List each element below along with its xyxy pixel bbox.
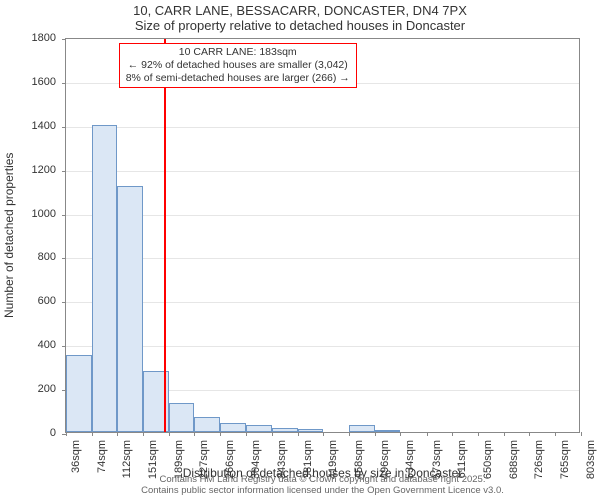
y-axis-label: Number of detached properties: [0, 38, 18, 433]
y-tick-label: 1000: [32, 208, 56, 220]
y-tick-label: 1400: [32, 120, 56, 132]
histogram-bar: [117, 186, 143, 432]
attribution-line2: Contains public sector information licen…: [141, 485, 504, 496]
histogram-bar: [375, 430, 401, 432]
page-subtitle: Size of property relative to detached ho…: [0, 19, 600, 34]
annotation-line1: 10 CARR LANE: 183sqm: [126, 46, 350, 59]
y-tick-label: 600: [38, 295, 56, 307]
attribution: Contains HM Land Registry data © Crown c…: [65, 475, 580, 496]
histogram-chart: 02004006008001000120014001600180036sqm74…: [65, 38, 580, 433]
page-title: 10, CARR LANE, BESSACARR, DONCASTER, DN4…: [0, 0, 600, 19]
histogram-bar: [298, 429, 324, 432]
y-tick-label: 1200: [32, 164, 56, 176]
x-tick-label: 803sqm: [585, 440, 597, 479]
y-tick-label: 1600: [32, 76, 56, 88]
y-tick-label: 200: [38, 383, 56, 395]
histogram-bar: [272, 428, 298, 432]
y-tick-label: 1800: [32, 32, 56, 44]
histogram-bar: [92, 125, 118, 432]
y-tick-label: 0: [50, 427, 56, 439]
histogram-bar: [66, 355, 92, 432]
histogram-bar: [220, 423, 246, 432]
property-marker-line: [164, 39, 166, 432]
histogram-bar: [246, 425, 272, 432]
annotation-line2: ← 92% of detached houses are smaller (3,…: [126, 59, 350, 72]
histogram-bar: [194, 417, 220, 432]
property-annotation: 10 CARR LANE: 183sqm← 92% of detached ho…: [119, 43, 357, 88]
histogram-bar: [349, 425, 375, 432]
y-tick-label: 400: [38, 339, 56, 351]
annotation-line3: 8% of semi-detached houses are larger (2…: [126, 72, 350, 85]
y-tick-label: 800: [38, 251, 56, 263]
histogram-bar: [169, 403, 195, 432]
attribution-line1: Contains HM Land Registry data © Crown c…: [160, 474, 486, 485]
